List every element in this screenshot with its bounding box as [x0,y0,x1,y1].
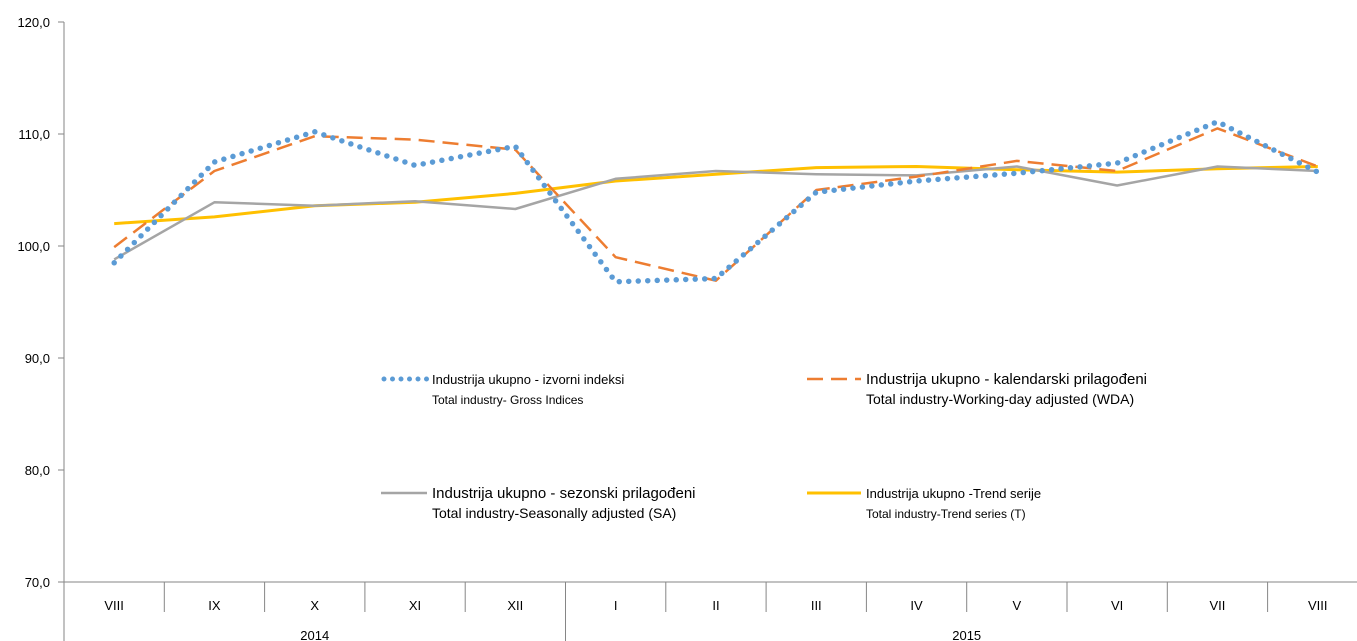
y-tick-label: 120,0 [17,15,50,30]
x-tick-label: VIII [104,598,124,613]
y-tick-label: 80,0 [25,463,50,478]
x-group-label: 2015 [952,628,981,641]
x-tick-label: XII [507,598,523,613]
x-group-label: 2014 [300,628,329,641]
x-tick-label: II [712,598,719,613]
legend: Industrija ukupno - izvorni indeksi Total… [381,371,1147,521]
x-tick-label: X [310,598,319,613]
x-tick-label: XI [409,598,421,613]
series-line [114,167,1318,260]
axes [58,22,1357,641]
series-line [114,167,1318,224]
x-tick-label: III [811,598,822,613]
y-tick-label: 90,0 [25,351,50,366]
legend-label: Industrija ukupno - sezonski prilagođeni [432,485,696,502]
legend-label: Industrija ukupno - izvorni indeksi [432,372,624,387]
x-tick-label: IX [208,598,221,613]
y-tick-label: 100,0 [17,239,50,254]
y-tick-label: 110,0 [18,127,50,142]
x-tick-label: I [614,598,618,613]
series-lines [114,122,1318,282]
x-tick-label: VI [1111,598,1123,613]
series-line [114,122,1318,282]
x-tick-label: IV [910,598,923,613]
legend-label-en: Total industry-Working-day adjusted (WDA… [866,391,1134,407]
legend-label: Industrija ukupno -Trend serije [866,486,1041,501]
x-tick-label: VIII [1308,598,1328,613]
legend-label: Industrija ukupno - kalendarski prilagođ… [866,371,1147,388]
legend-label-en: Total industry- Gross Indices [432,393,583,407]
legend-label-en: Total industry-Seasonally adjusted (SA) [432,505,676,521]
x-tick-label: V [1013,598,1022,613]
legend-label-en: Total industry-Trend series (T) [866,507,1026,521]
x-tick-label: VII [1209,598,1225,613]
y-tick-label: 70,0 [25,575,50,590]
